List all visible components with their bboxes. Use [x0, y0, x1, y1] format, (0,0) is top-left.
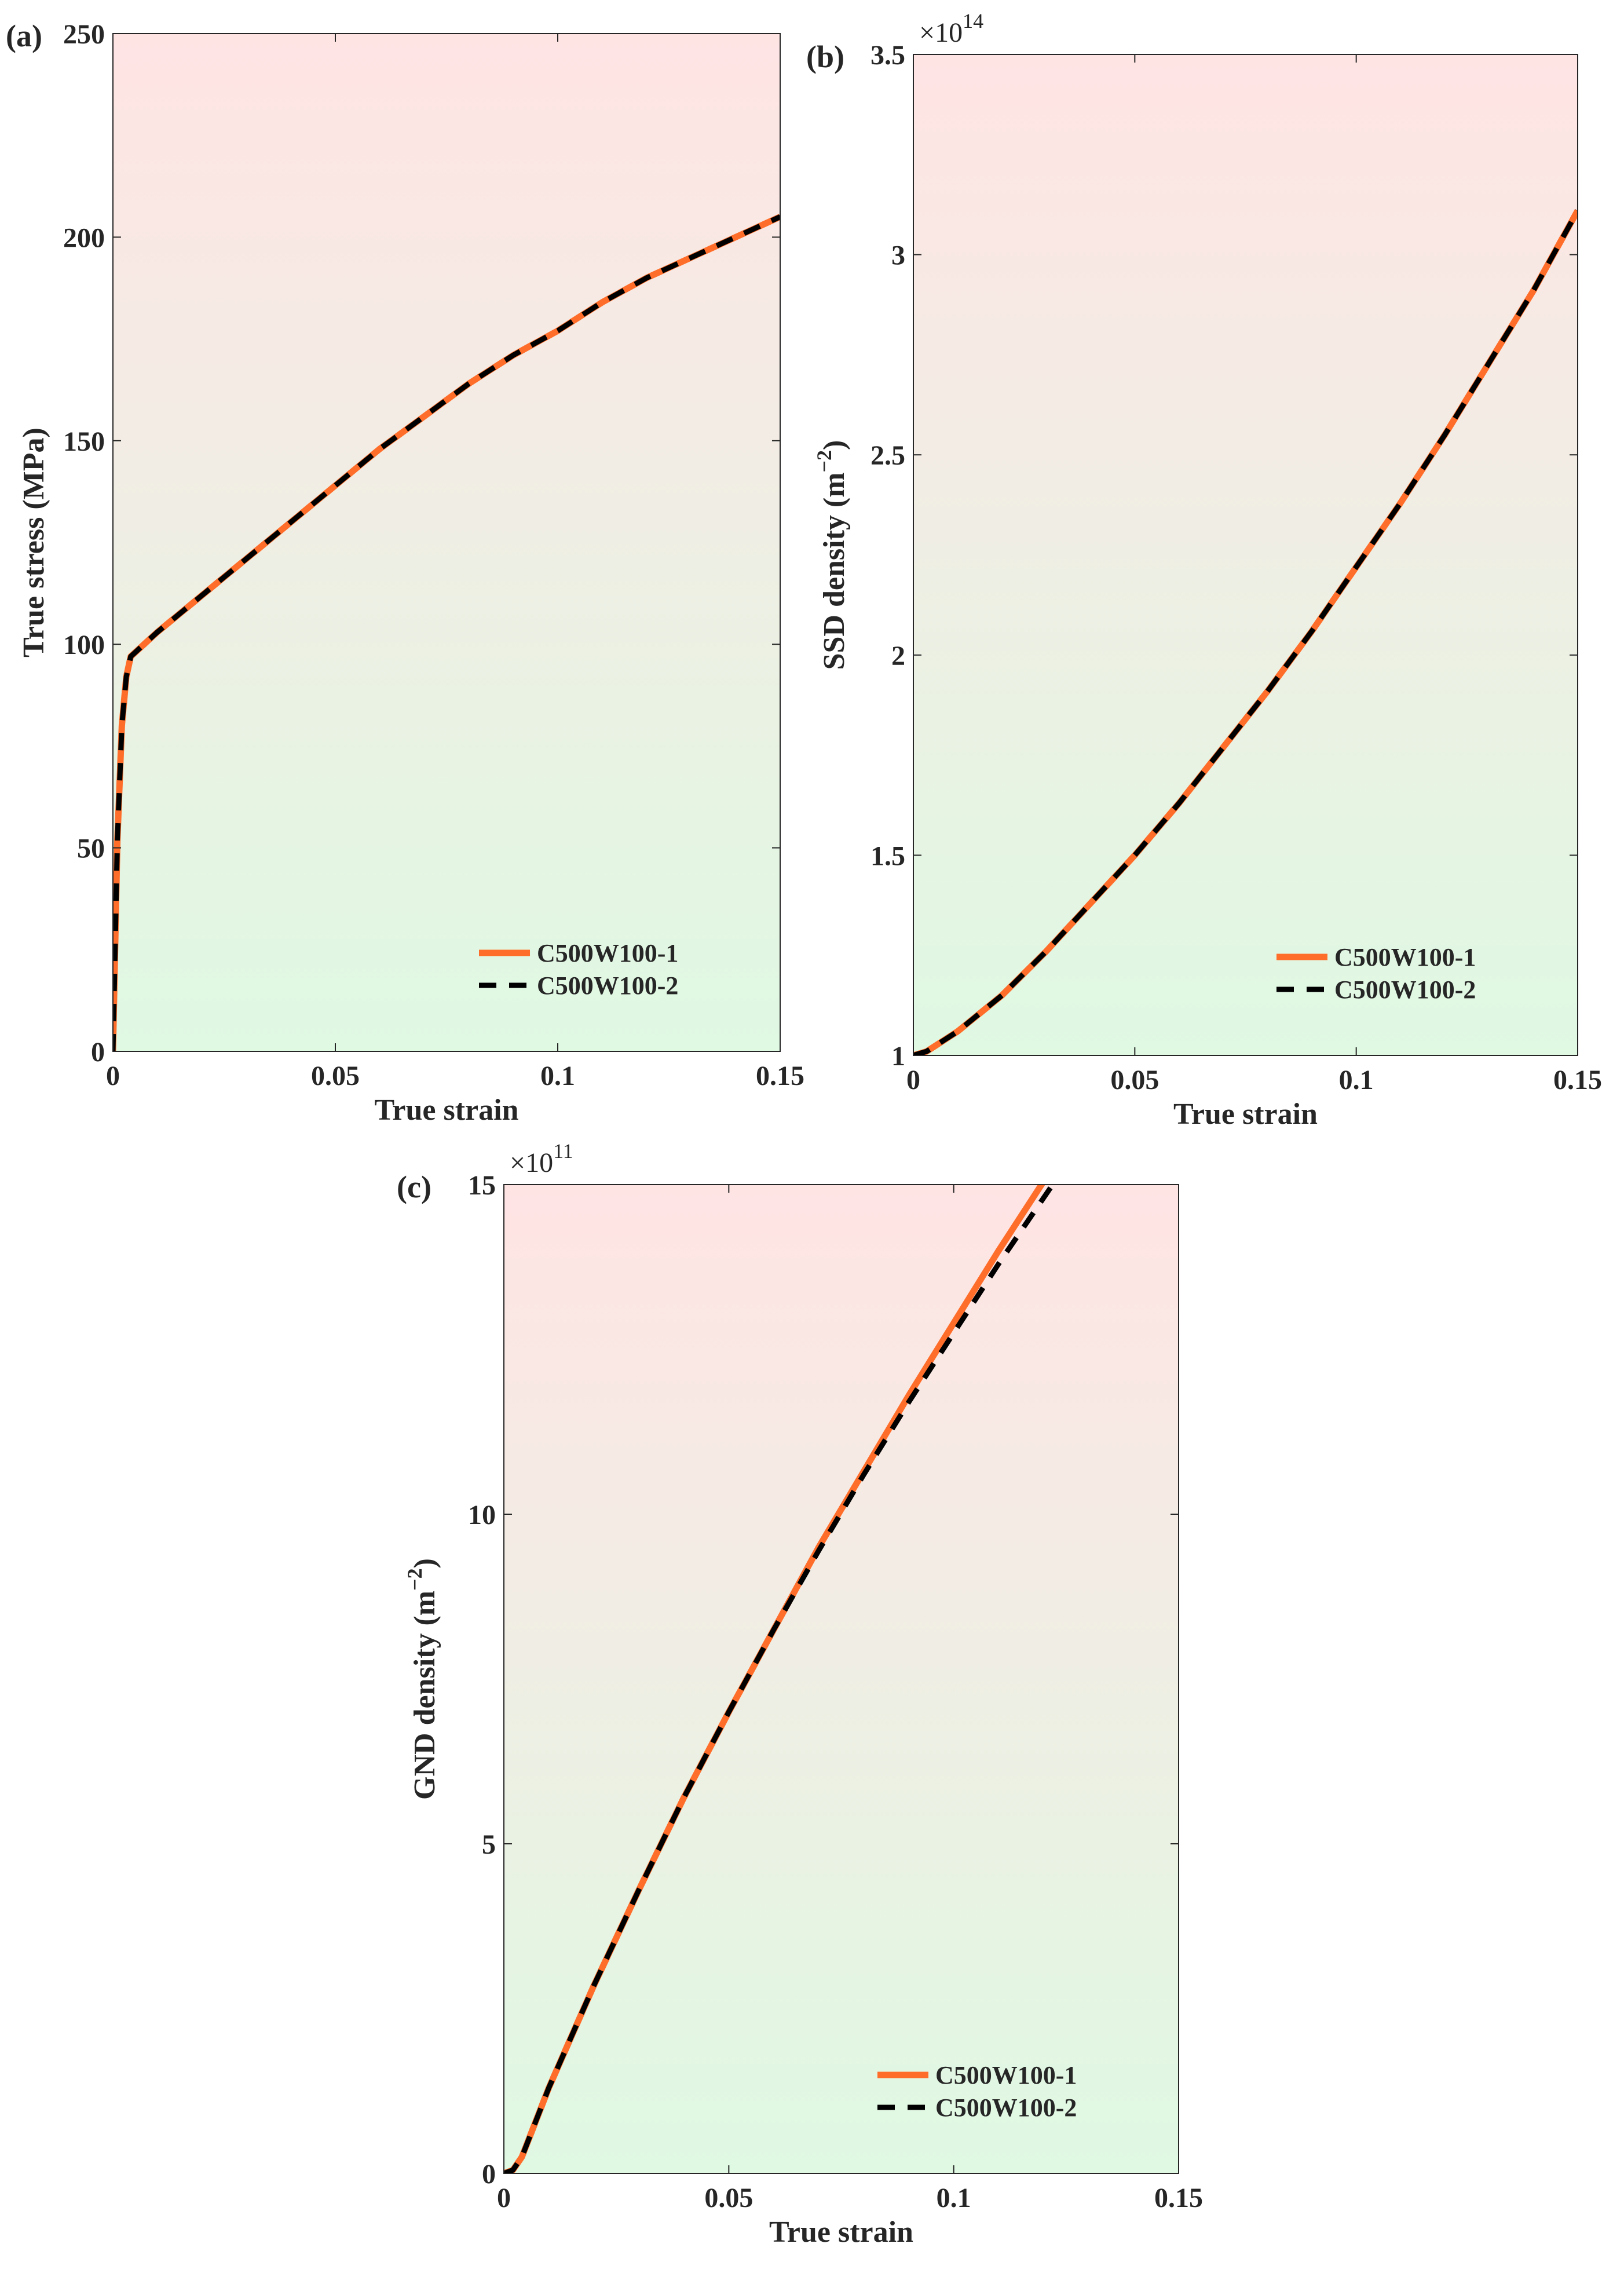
series-line-b-2 — [913, 209, 1578, 1055]
series-line-c-1 — [504, 1185, 1045, 2173]
legend-label-c-1: C500W100-1 — [935, 2061, 1077, 2089]
panel-label-c: (c) — [397, 1170, 431, 1204]
legend-c: C500W100-1 C500W100-2 — [877, 2061, 1077, 2122]
y-tick-label-c-1: 5 — [482, 1829, 496, 1860]
legend-label-c-2: C500W100-2 — [935, 2093, 1077, 2122]
y-axis-label-b: SSD density (m−2) — [813, 440, 851, 670]
y-tick-label-c-3: 15 — [468, 1170, 496, 1201]
series-line-a-1 — [113, 214, 780, 1051]
series-group-b — [913, 209, 1578, 1055]
y-tick-label-c-2: 10 — [468, 1500, 496, 1530]
y-tick-label-c-0: 0 — [482, 2159, 496, 2190]
x-tick-label-a-0: 0 — [106, 1061, 120, 1091]
x-tick-label-b-1: 0.05 — [1110, 1065, 1159, 1095]
x-tick-label-c-0: 0 — [497, 2183, 511, 2213]
legend-b: C500W100-1 C500W100-2 — [1276, 943, 1476, 1004]
plot-area-a — [113, 34, 780, 1051]
x-axis-label-a: True strain — [375, 1094, 519, 1127]
y-tick-label-b-4: 3 — [891, 240, 905, 271]
y-tick-label-a-3: 150 — [63, 426, 105, 457]
y-tick-label-a-2: 100 — [63, 630, 105, 660]
y-exponent-b: ×1014 — [919, 9, 983, 48]
axes-frame-a — [112, 33, 781, 1052]
y-tick-label-a-5: 250 — [63, 19, 105, 50]
y-tick-label-b-2: 2 — [891, 641, 905, 671]
x-tick-label-a-2: 0.1 — [540, 1061, 575, 1091]
plot-area-c — [504, 1185, 1179, 2173]
x-tick-label-b-2: 0.1 — [1339, 1065, 1374, 1095]
panel-label-a: (a) — [6, 19, 42, 53]
x-axis-label-b: True strain — [1173, 1098, 1318, 1131]
axes-frame-b — [913, 54, 1578, 1056]
series-group-c — [504, 1185, 1056, 2173]
y-tick-label-b-0: 1 — [891, 1041, 905, 1072]
x-tick-label-c-1: 0.05 — [704, 2183, 753, 2213]
legend-label-a-2: C500W100-2 — [537, 971, 678, 1000]
x-axis-label-c: True strain — [769, 2216, 913, 2249]
legend-label-a-1: C500W100-1 — [537, 939, 678, 967]
panel-c: 0 0.05 0.1 0.15 0 5 10 15 True strain GND density… — [397, 1139, 1203, 2249]
y-tick-label-a-4: 200 — [63, 222, 105, 253]
panel-a: 0 0.05 0.1 0.15 0 50 100 150 200 250 True strain Tr… — [6, 19, 804, 1127]
legend-label-b-1: C500W100-1 — [1334, 943, 1476, 971]
x-tick-label-c-2: 0.1 — [937, 2183, 971, 2213]
x-tick-label-b-3: 0.15 — [1553, 1065, 1602, 1095]
y-tick-label-b-5: 3.5 — [870, 40, 905, 71]
y-tick-label-a-0: 0 — [91, 1037, 105, 1068]
y-tick-label-b-1: 1.5 — [870, 841, 905, 871]
x-tick-label-a-1: 0.05 — [311, 1061, 360, 1091]
y-tick-label-a-1: 50 — [77, 834, 105, 864]
axes-frame-c — [503, 1184, 1179, 2174]
panel-b: 0 0.05 0.1 0.15 1 1.5 2 2.5 3 3.5 True strain SSD d… — [806, 9, 1602, 1131]
legend-a: C500W100-1 C500W100-2 — [479, 939, 678, 1000]
panel-label-b: (b) — [806, 39, 844, 74]
y-axis-label-a: True stress (MPa) — [17, 427, 50, 657]
x-tick-label-b-0: 0 — [906, 1065, 920, 1095]
y-axis-label-c: GND density (m−2) — [403, 1558, 441, 1800]
y-tick-label-b-3: 2.5 — [870, 440, 905, 471]
plot-area-b — [913, 54, 1578, 1055]
series-group-a — [113, 214, 780, 1051]
x-tick-label-a-3: 0.15 — [756, 1061, 804, 1091]
y-exponent-c: ×1011 — [510, 1139, 573, 1178]
legend-label-b-2: C500W100-2 — [1334, 975, 1476, 1004]
x-tick-label-c-3: 0.15 — [1154, 2183, 1203, 2213]
